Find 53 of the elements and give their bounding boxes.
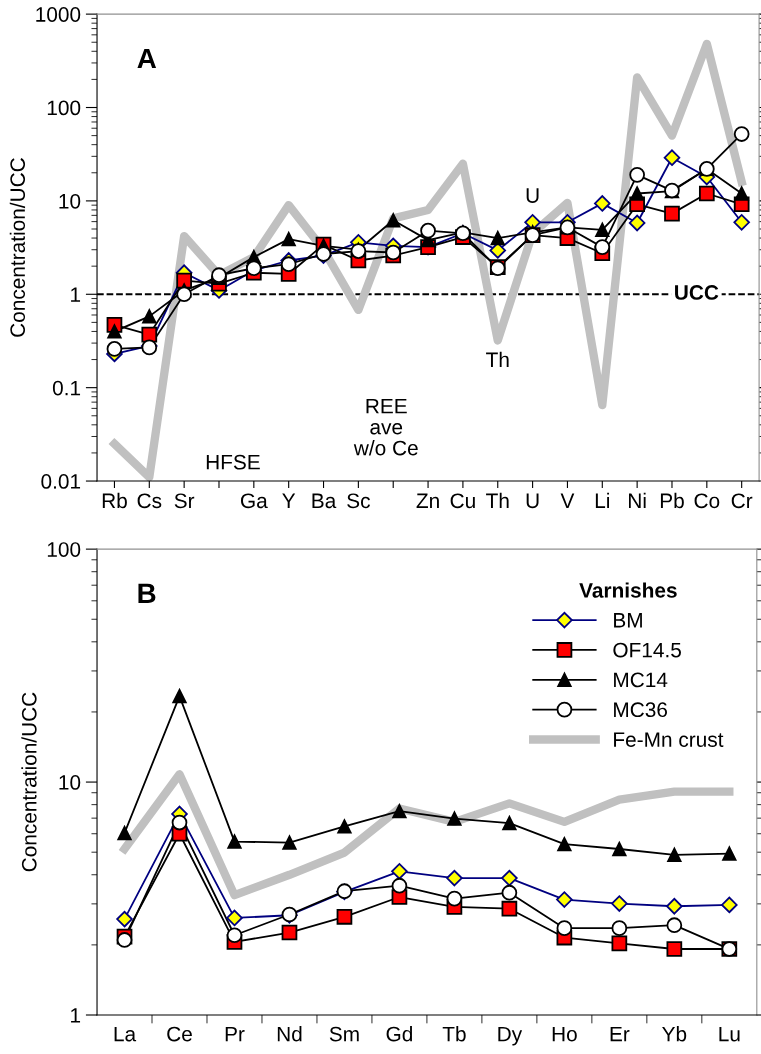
x-tick-label: La [114, 1026, 137, 1042]
y-axis-title: Concentration/UCC [9, 158, 26, 337]
x-tick-label: Pb [660, 492, 684, 509]
x-tick-label: Sc [347, 493, 370, 509]
y-axis-title: Concentration/UCC [21, 692, 37, 872]
annotation: U [526, 188, 539, 203]
ref-line-label: UCC [675, 285, 719, 300]
x-tick-label: Pr [225, 1026, 245, 1042]
annotation: B [138, 583, 156, 603]
y-tick-label: 1 [71, 287, 81, 302]
annotation: A [137, 48, 157, 68]
y-tick-label: 100 [47, 542, 81, 557]
x-tick-label: Li [595, 492, 609, 508]
x-tick-label: Th [486, 492, 509, 508]
x-tick-label: Tb [442, 1026, 466, 1042]
y-tick-label: 1000 [36, 7, 81, 22]
x-tick-label: Gd [386, 1026, 412, 1042]
x-tick-label: Sr [174, 493, 195, 509]
legend-label: MC36 [614, 702, 668, 718]
y-tick-label: 0.1 [52, 380, 81, 396]
legend-label: Fe-Mn crust [614, 732, 724, 747]
x-tick-label: Sm [329, 1026, 359, 1042]
x-tick-label: V [560, 493, 575, 508]
legend-label: OF14.5 [613, 642, 681, 658]
x-tick-label: Cs [137, 493, 162, 509]
legend-label: MC14 [614, 672, 668, 688]
x-tick-label: Rb [102, 492, 127, 509]
x-tick-label: Ce [167, 1026, 192, 1042]
y-tick-label: 0.01 [41, 474, 81, 489]
x-tick-label: Cr [731, 493, 753, 509]
x-tick-label: Nd [277, 1026, 302, 1042]
x-tick-label: Yb [662, 1026, 687, 1042]
x-tick-label: Y [282, 493, 296, 508]
annotation: HFSE [206, 454, 260, 470]
annotation: REE ave w/o Ce [353, 399, 418, 456]
x-tick-label: Er [610, 1026, 630, 1042]
x-tick-label: Dy [498, 1026, 523, 1046]
x-tick-label: Co [694, 493, 720, 509]
x-tick-label: Ni [629, 492, 646, 508]
x-tick-label: Ba [312, 493, 337, 509]
x-tick-label: Ho [552, 1026, 577, 1042]
x-tick-label: Zn [416, 493, 439, 508]
y-tick-label: 1 [71, 1008, 81, 1023]
y-tick-label: 10 [59, 775, 81, 790]
x-tick-label: Lu [719, 1026, 740, 1042]
y-tick-label: 100 [47, 100, 81, 116]
x-tick-label: Cu [450, 493, 475, 509]
legend-label: BM [614, 613, 642, 628]
y-tick-label: 10 [59, 193, 81, 209]
x-tick-label: Ga [240, 493, 268, 509]
legend-title: Varnishes [579, 582, 677, 598]
x-tick-label: U [526, 493, 539, 509]
annotation: Th [486, 351, 509, 367]
